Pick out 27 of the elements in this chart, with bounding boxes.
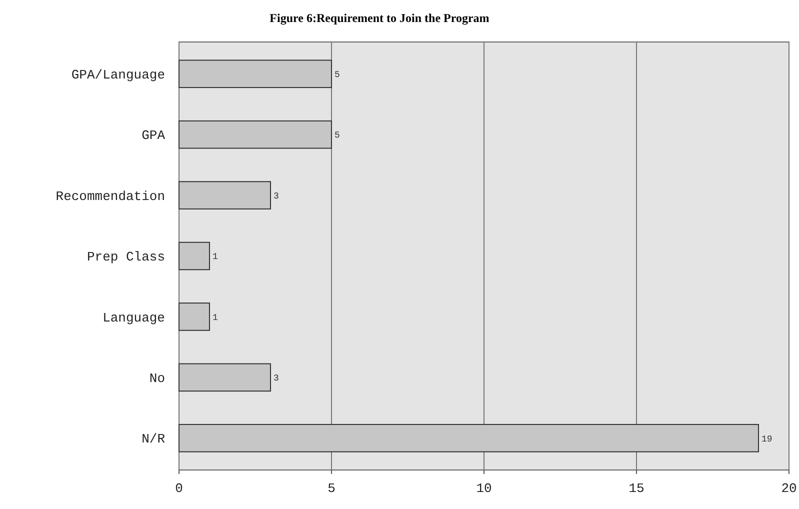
- data-label: 1: [212, 312, 218, 323]
- x-tick-label: 0: [175, 481, 183, 496]
- data-label: 3: [274, 191, 279, 202]
- x-tick-label: 15: [628, 481, 644, 496]
- bar: [178, 363, 271, 392]
- bar: [178, 120, 332, 149]
- bar: [178, 424, 759, 452]
- y-tick-label: No: [149, 370, 165, 386]
- data-label: 5: [334, 130, 340, 141]
- x-tick-label: 20: [781, 481, 797, 496]
- x-tick-label: 10: [476, 481, 492, 496]
- y-tick-label: GPA/Language: [71, 67, 165, 82]
- y-tick-label: GPA: [142, 128, 166, 144]
- data-label: 1: [212, 252, 218, 262]
- y-tick-label: N/R: [142, 432, 166, 447]
- chart-title: Figure 6:Requirement to Join the Program: [270, 11, 490, 25]
- bar: [178, 302, 210, 331]
- data-label: 3: [274, 374, 279, 384]
- bar: [178, 181, 271, 210]
- data-label: 5: [334, 70, 340, 80]
- bar: [178, 242, 210, 270]
- bar: [178, 60, 332, 88]
- y-tick-label: Prep Class: [86, 250, 165, 265]
- y-tick-label: Recommendation: [56, 188, 165, 204]
- y-tick-label: Language: [102, 310, 165, 326]
- data-label: 19: [762, 434, 772, 444]
- x-tick-label: 5: [328, 481, 336, 496]
